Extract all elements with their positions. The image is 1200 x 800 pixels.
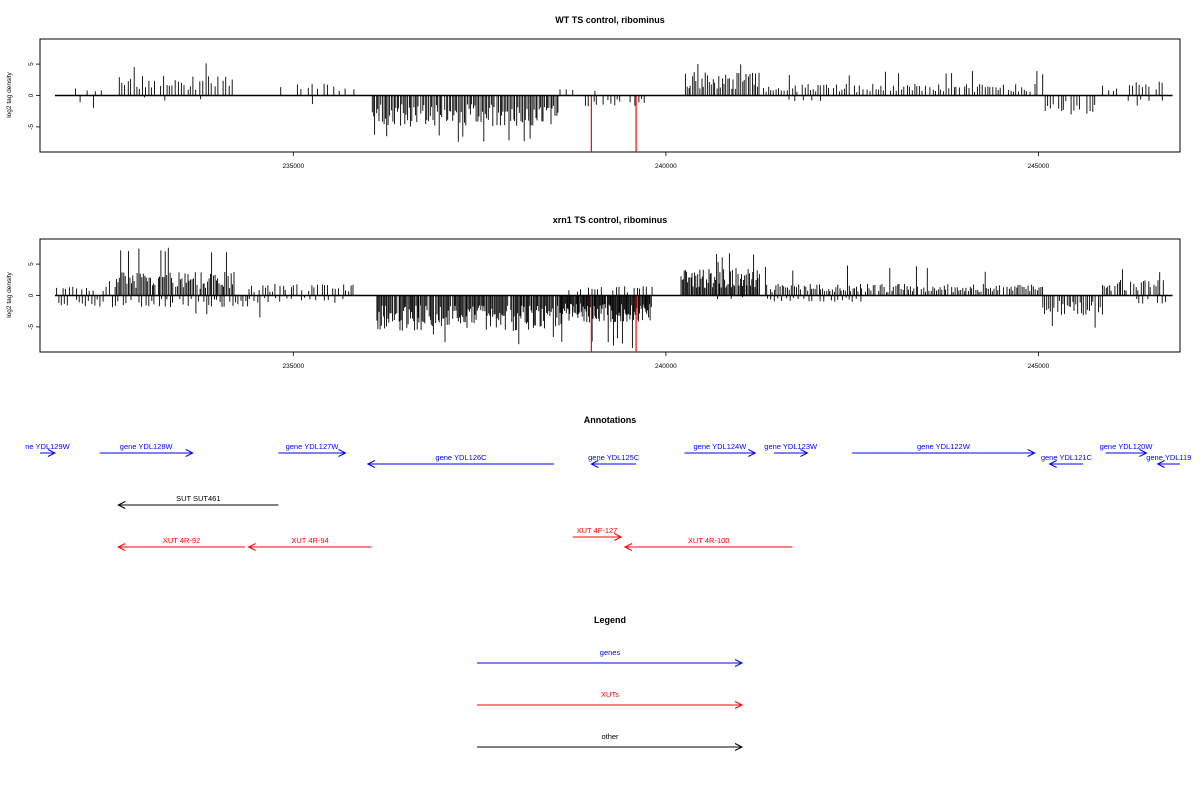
- feature-arrow-head: [623, 543, 633, 551]
- feature-arrow-head: [1156, 460, 1165, 468]
- feature-label: XUT 4R-94: [291, 536, 328, 545]
- xrn1-ylabel: log2 tag density: [6, 271, 13, 317]
- feature-arrow-head: [117, 501, 126, 509]
- legend-arrow-head: [734, 659, 744, 667]
- feature-label: gene YDL123W: [764, 442, 818, 451]
- feature-arrow-head: [1139, 449, 1148, 457]
- x-tick-label: 245000: [1028, 363, 1050, 370]
- xrn1-bars: [54, 247, 1173, 352]
- wt-plot-title: WT TS control, ribominus: [555, 15, 665, 25]
- xrn1-axes: -5 0 5 235000 240000 245000: [28, 262, 1050, 370]
- feature-label: XUT 4R-92: [163, 536, 200, 545]
- y-tick-label: 5: [28, 62, 35, 66]
- x-tick-label: 235000: [282, 363, 304, 370]
- feature-label: ne YDL129W: [25, 442, 70, 451]
- legend-title: Legend: [594, 615, 626, 625]
- feature-label: XUT 4F-127: [577, 526, 618, 535]
- feature-arrow-head: [47, 449, 57, 457]
- feature-label: gene YDL121C: [1041, 453, 1093, 462]
- legend-label: XUTs: [601, 690, 619, 699]
- feature-arrow-head: [185, 449, 194, 457]
- y-tick-label: -5: [28, 324, 35, 330]
- feature-label: gene YDL120W: [1100, 442, 1154, 451]
- feature-label: gene YDL122W: [917, 442, 971, 451]
- feature-label: gene YDL126C: [435, 453, 487, 462]
- wt-bars: [54, 63, 1173, 152]
- y-tick-label: 0: [28, 293, 35, 297]
- feature-label: XUT 4R-100: [688, 536, 730, 545]
- feature-label: gene YDL124W: [693, 442, 747, 451]
- feature-arrow-head: [1027, 449, 1036, 457]
- feature-arrow-head: [748, 449, 757, 457]
- feature-arrow-head: [366, 460, 376, 468]
- wt-axes: -5 0 5 235000 240000 245000: [28, 62, 1050, 170]
- xrn1-plot-title: xrn1 TS control, ribominus: [553, 215, 668, 225]
- legend-arrow-head: [734, 701, 744, 709]
- y-tick-label: 5: [28, 262, 35, 266]
- x-tick-label: 245000: [1028, 163, 1050, 170]
- annotation-tracks: ne YDL129W gene YDL128W gene YDL127W gene Y…: [25, 442, 1191, 551]
- wt-ylabel: log2 tag density: [6, 71, 13, 117]
- feature-arrow-head: [338, 449, 347, 457]
- y-tick-label: -5: [28, 124, 35, 130]
- legend: genes XUTs other: [477, 648, 744, 751]
- feature-label: gene YDL125C: [588, 453, 640, 462]
- wt-density-plot: -5 0 5 235000 240000 245000 log2 tag density: [6, 38, 1181, 170]
- feature-arrow-head: [590, 460, 599, 468]
- feature-arrow-head: [800, 449, 809, 457]
- feature-arrow-head: [247, 543, 256, 551]
- feature-label: gene YDL127W: [286, 442, 340, 451]
- feature-label: gene YDL119: [1146, 453, 1191, 462]
- feature-arrow-head: [1048, 460, 1057, 468]
- feature-arrow-head: [613, 533, 623, 541]
- feature-label: SUT SUT461: [176, 494, 220, 503]
- x-tick-label: 240000: [655, 363, 677, 370]
- feature-arrow-head: [117, 543, 126, 551]
- legend-arrow-head: [734, 743, 744, 751]
- feature-label: gene YDL128W: [120, 442, 174, 451]
- x-tick-label: 240000: [655, 163, 677, 170]
- x-tick-label: 235000: [282, 163, 304, 170]
- y-tick-label: 0: [28, 93, 35, 97]
- legend-label: other: [601, 732, 619, 741]
- annotations-title: Annotations: [584, 415, 637, 425]
- legend-label: genes: [600, 648, 621, 657]
- xrn1-density-plot: -5 0 5 235000 240000 245000 log2 tag density: [6, 238, 1181, 370]
